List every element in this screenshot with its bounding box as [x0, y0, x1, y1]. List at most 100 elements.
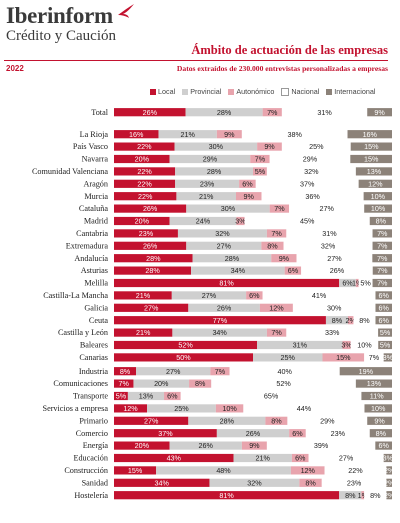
bar-segment [364, 491, 387, 500]
bar-segment [383, 453, 392, 463]
bar-segment [259, 303, 293, 312]
legend-item-0: Local [150, 87, 175, 96]
data-label: 22% [137, 167, 152, 176]
data-label: 8% [332, 316, 343, 325]
data-label: 31% [322, 229, 337, 238]
bar-segment [257, 142, 282, 151]
bar-segment [261, 241, 284, 250]
bar-segment [355, 278, 359, 288]
data-label: 16% [129, 130, 144, 139]
bar-segment [375, 303, 392, 312]
bar-segment [342, 340, 351, 350]
bar-segment [281, 142, 351, 151]
data-label: 31% [293, 341, 308, 350]
data-label: 22% [348, 466, 363, 475]
bar-segment [325, 316, 348, 325]
data-label: 25% [174, 404, 189, 413]
bar-segment [174, 142, 258, 151]
bar-segment [192, 254, 272, 263]
bar-segment [355, 167, 392, 176]
data-label: 21% [136, 291, 151, 300]
data-label: 9% [374, 108, 385, 117]
data-label: 22% [138, 192, 153, 201]
bar-segment [114, 441, 170, 450]
bar-segment [241, 130, 348, 139]
data-label: 43% [167, 454, 182, 463]
bar-segment [114, 353, 253, 362]
data-label: 6% [379, 316, 390, 325]
legend-item-1: Provincial [182, 87, 221, 96]
data-label: 31% [317, 108, 332, 117]
data-label: 10% [357, 341, 372, 350]
data-label: 45% [300, 217, 315, 226]
data-label: 26% [246, 429, 261, 438]
bar-segment [375, 316, 392, 325]
data-label: 23% [347, 478, 362, 487]
bar-segment [114, 478, 210, 487]
data-label: 20% [135, 217, 150, 226]
data-label: 21% [180, 130, 195, 139]
bar-segment [350, 142, 392, 151]
bar-segment [271, 254, 297, 263]
data-label: 41% [312, 291, 327, 300]
bar-segment [114, 154, 170, 164]
bar-segment [291, 453, 309, 463]
bar-segment [292, 303, 376, 312]
data-label: 9% [244, 192, 255, 201]
data-label: 8% [376, 217, 387, 226]
data-label: 29% [203, 155, 218, 164]
bar-segment [114, 429, 217, 438]
bar-segment [372, 266, 392, 275]
data-label: 3% [383, 353, 394, 362]
data-label: 7% [377, 266, 388, 275]
row-label: Navarra [82, 155, 109, 164]
bar-segment [136, 367, 211, 376]
data-label: 6% [167, 392, 178, 401]
data-label: 44% [297, 404, 312, 413]
bar-segment [244, 216, 370, 226]
bar-segment [353, 316, 376, 325]
data-label: 52% [276, 379, 291, 388]
data-label: 8% [267, 241, 278, 250]
bar-segment [350, 340, 379, 350]
bar-segment [321, 478, 387, 487]
bar-segment [372, 278, 392, 288]
data-label: 6% [379, 303, 390, 312]
bar-segment [287, 416, 368, 425]
data-label: 29% [320, 416, 335, 425]
row-label: Energía [83, 441, 109, 450]
data-label: 27% [217, 241, 232, 250]
data-label: 21% [199, 192, 214, 201]
data-label: 40% [277, 367, 292, 376]
bar-segment [386, 478, 392, 487]
year-label: 2022 [6, 64, 24, 73]
data-label: 2% [384, 478, 395, 487]
data-label: 9% [224, 130, 235, 139]
data-label: 7% [271, 229, 282, 238]
row-label: Canarias [79, 353, 108, 362]
data-label: 26% [143, 108, 158, 117]
bar-segment [164, 391, 181, 401]
data-label: 7% [369, 353, 380, 362]
row-label: País Vasco [73, 142, 108, 151]
data-label: 25% [309, 142, 324, 151]
data-label: 7% [377, 279, 388, 288]
row-label: Baleares [80, 341, 108, 350]
bar-segment [211, 379, 356, 388]
bar-segment [364, 404, 392, 413]
data-label: 27% [339, 454, 354, 463]
data-label: 28% [217, 108, 232, 117]
bar-segment [266, 229, 287, 238]
data-label: 28% [207, 167, 222, 176]
data-label: 22% [137, 179, 152, 188]
data-label: 81% [219, 491, 234, 500]
data-label: 29% [303, 155, 318, 164]
data-label: 37% [300, 179, 315, 188]
data-label: 2% [384, 491, 395, 500]
data-label: 27% [144, 416, 159, 425]
data-label: 20% [135, 155, 150, 164]
bar-segment [186, 204, 270, 213]
data-label: 30% [327, 303, 342, 312]
row-label: Andalucía [74, 254, 108, 263]
